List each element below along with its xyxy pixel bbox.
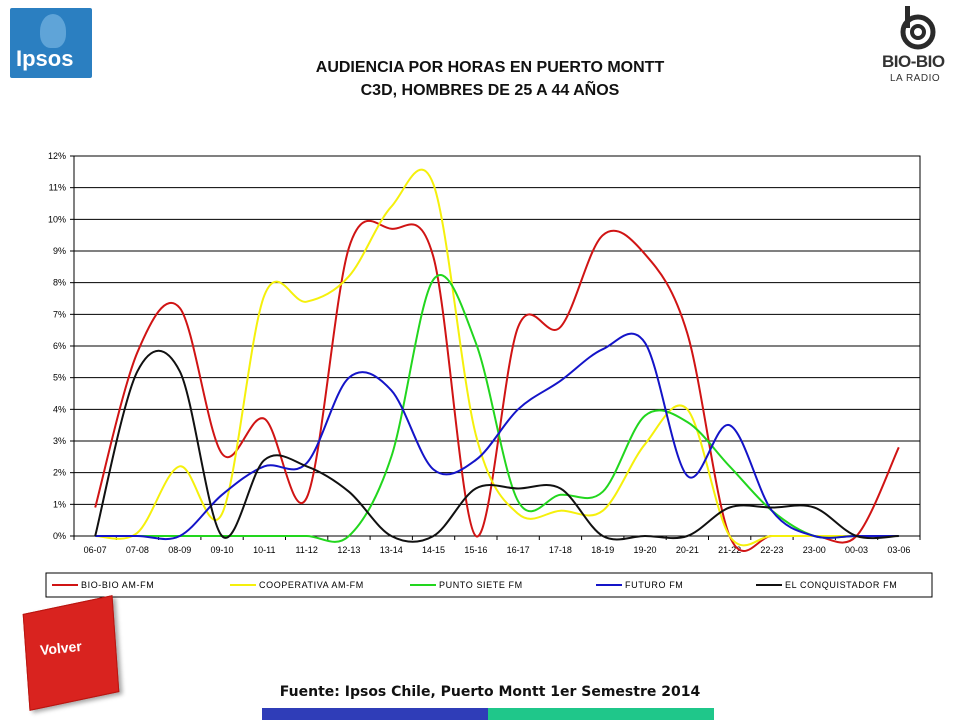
x-tick-label: 17-18: [549, 545, 572, 555]
biobio-logo: BIO-BIO LA RADIO: [880, 6, 954, 102]
y-tick-label: 11%: [49, 183, 66, 193]
x-axis-ticks: 06-07 07-08 08-09 09-10 10-11 11-12 12-13 13-14…: [73, 536, 921, 555]
legend-label-futuro-fm: FUTURO FM: [625, 580, 683, 590]
ipsos-face-icon: [40, 14, 66, 48]
series-lines: [94, 168, 900, 552]
x-tick-label: 06-07: [84, 545, 107, 555]
series-line-el-conquistador-fm: [94, 350, 899, 543]
y-axis-ticks: 0% 1% 2% 3% 4% 5% 6% 7% 8% 9% 10% 11% 12%: [48, 151, 74, 541]
grid-lines: [74, 187, 920, 505]
x-tick-label: 19-20: [634, 545, 657, 555]
legend: BIO-BIO AM-FM COOPERATIVA AM-FM PUNTO SIET…: [52, 580, 897, 590]
series-line-cooperativa-am-fm: [95, 168, 899, 547]
x-tick-label: 10-11: [253, 545, 275, 555]
ipsos-logo-text: Ipsos: [16, 46, 74, 71]
chart-title-line-2: C3D, HOMBRES DE 25 A 44 AÑOS: [360, 82, 620, 99]
y-tick-label: 8%: [53, 278, 66, 288]
x-tick-label: 22-23: [760, 545, 783, 555]
source-note: Fuente: Ipsos Chile, Puerto Montt 1er Se…: [279, 684, 701, 700]
footer-bar-green: [488, 708, 714, 720]
series-line-futuro-fm: [95, 332, 899, 541]
x-tick-label: 13-14: [380, 545, 403, 555]
x-tick-label: 12-13: [337, 545, 360, 555]
x-tick-label: 23-00: [803, 545, 826, 555]
x-tick-label: 14-15: [422, 545, 445, 555]
x-tick-label: 20-21: [676, 545, 699, 555]
legend-box: [45, 572, 933, 598]
x-tick-label: 09-10: [211, 545, 234, 555]
volver-button[interactable]: Volver: [22, 595, 120, 711]
x-tick-label: 07-08: [126, 545, 149, 555]
legend-label-punto-siete-fm: PUNTO SIETE FM: [439, 580, 523, 590]
biobio-logo-text: BIO-BIO: [882, 52, 945, 71]
legend-label-bio-bio-am-fm: BIO-BIO AM-FM: [81, 580, 154, 590]
legend-label-el-conquistador-fm: EL CONQUISTADOR FM: [785, 580, 897, 590]
y-tick-label: 3%: [53, 436, 66, 446]
x-tick-label: 00-03: [845, 545, 868, 555]
biobio-symbol-icon: [900, 6, 936, 50]
y-tick-label: 2%: [53, 468, 66, 478]
y-tick-label: 1%: [53, 499, 66, 509]
chart-title-line-1: AUDIENCIA POR HORAS EN PUERTO MONTT: [315, 59, 665, 76]
x-tick-label: 08-09: [168, 545, 191, 555]
y-tick-label: 10%: [48, 214, 66, 224]
y-tick-label: 12%: [48, 151, 66, 161]
y-tick-label: 9%: [53, 246, 66, 256]
x-tick-label: 11-12: [295, 545, 317, 555]
y-tick-label: 4%: [53, 404, 66, 414]
x-tick-label: 15-16: [464, 545, 487, 555]
biobio-logo-subtext: LA RADIO: [890, 73, 941, 84]
legend-label-cooperativa-am-fm: COOPERATIVA AM-FM: [259, 580, 364, 590]
footer-bar-blue: [262, 708, 488, 720]
x-tick-label: 21-22: [718, 545, 741, 555]
y-tick-label: 0%: [53, 531, 66, 541]
x-tick-label: 18-19: [591, 545, 614, 555]
x-tick-label: 03-06: [887, 545, 910, 555]
x-tick-label: 16-17: [507, 545, 530, 555]
ipsos-logo: Ipsos: [10, 8, 92, 78]
y-tick-label: 5%: [53, 373, 66, 383]
series-line-punto-siete-fm: [95, 274, 899, 543]
y-tick-label: 7%: [53, 309, 66, 319]
y-tick-label: 6%: [53, 341, 66, 351]
